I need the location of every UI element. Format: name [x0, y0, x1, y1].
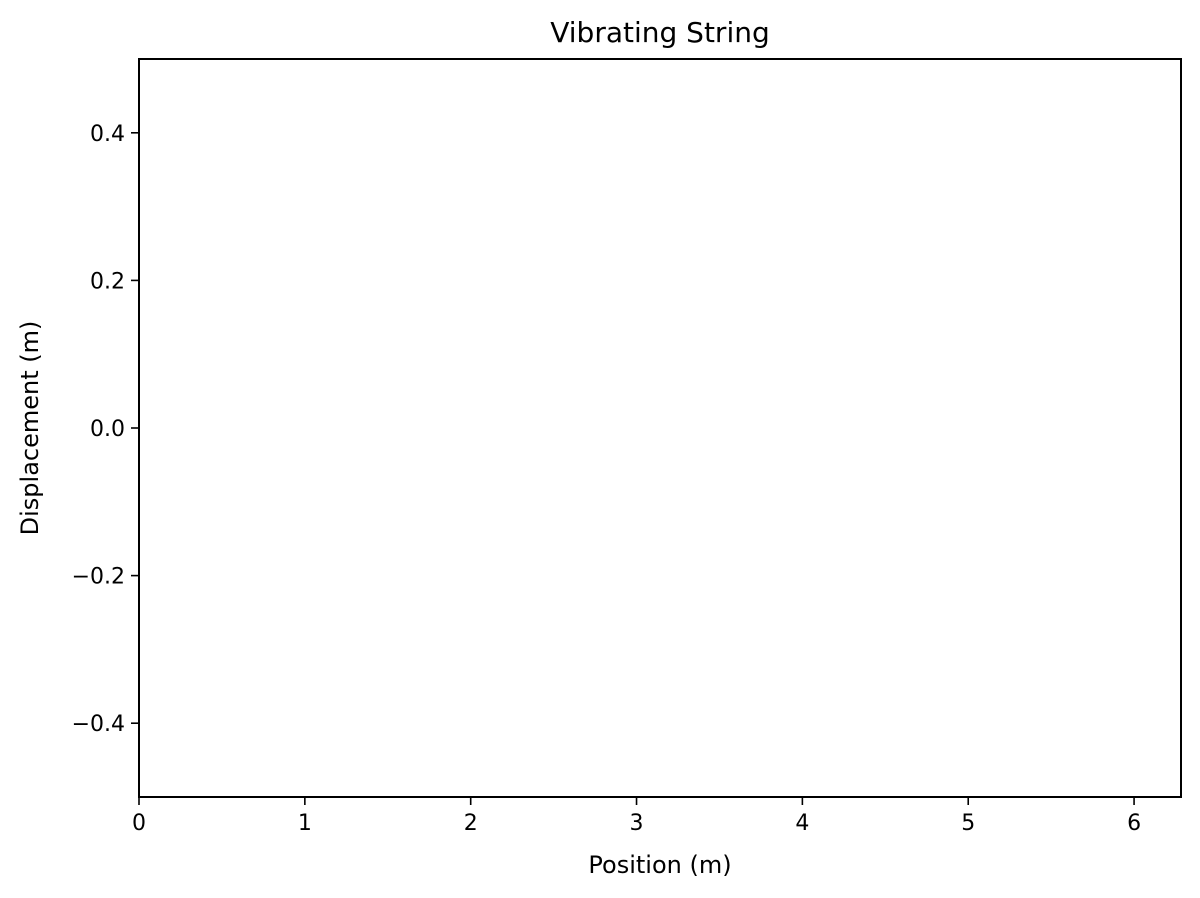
y-tick-label: 0.4 — [90, 122, 125, 147]
x-tick-label: 3 — [630, 811, 644, 836]
x-tick-label: 4 — [795, 811, 809, 836]
y-tick-label: −0.4 — [72, 712, 125, 737]
x-axis-label: Position (m) — [588, 851, 731, 879]
y-tick-label: 0.2 — [90, 269, 125, 294]
x-tick-label: 1 — [298, 811, 312, 836]
x-tick-label: 6 — [1127, 811, 1141, 836]
y-tick-label: −0.2 — [72, 565, 125, 590]
y-tick-label: 0.0 — [90, 417, 125, 442]
chart-title: Vibrating String — [550, 16, 770, 49]
y-axis-label: Displacement (m) — [16, 321, 44, 536]
axes-frame — [138, 58, 1182, 798]
x-axis: 0 1 2 3 4 5 6 — [132, 797, 1141, 836]
x-tick-label: 5 — [961, 811, 975, 836]
y-axis: −0.4 −0.2 0.0 0.2 0.4 — [72, 122, 139, 737]
x-tick-label: 0 — [132, 811, 146, 836]
x-tick-label: 2 — [464, 811, 478, 836]
